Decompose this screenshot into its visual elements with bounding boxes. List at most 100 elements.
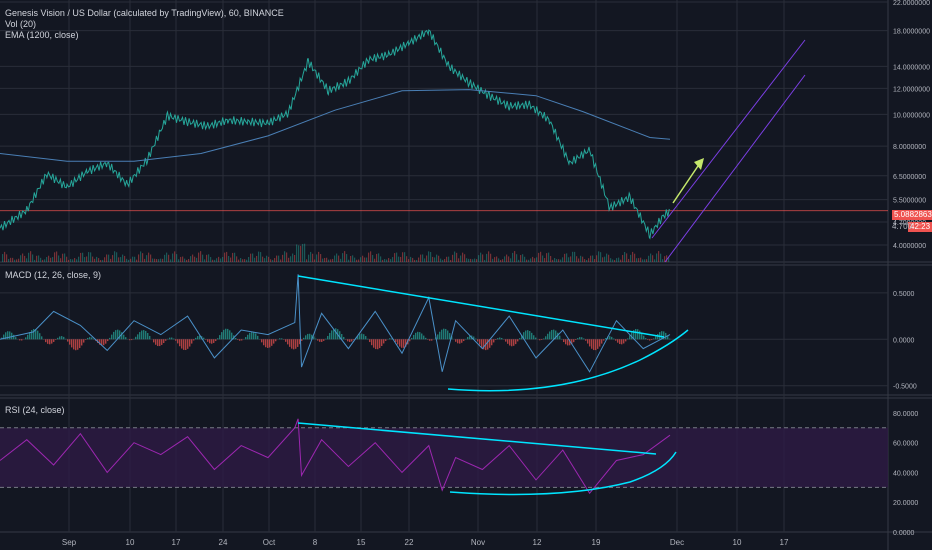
macd-histogram-bar <box>409 339 411 342</box>
volume-bar <box>502 259 504 262</box>
macd-histogram-bar <box>629 335 631 340</box>
volume-bar <box>154 258 156 262</box>
volume-bar <box>74 258 76 262</box>
rsi-line <box>0 418 671 495</box>
volume-bar <box>108 254 110 262</box>
macd-histogram-bar <box>267 339 269 348</box>
volume-legend[interactable]: Vol (20) <box>5 19 37 29</box>
macd-histogram-bar <box>551 329 553 340</box>
volume-bar <box>516 254 518 262</box>
volume-bar <box>106 254 108 262</box>
volume-bar <box>592 255 594 262</box>
macd-histogram-bar <box>177 339 179 344</box>
volume-bar <box>314 259 316 262</box>
macd-histogram-bar <box>307 333 309 340</box>
macd-histogram-bar <box>419 332 421 340</box>
macd-histogram-bar <box>455 339 457 342</box>
macd-histogram-bar <box>621 339 623 345</box>
macd-histogram-bar <box>113 331 115 340</box>
macd-histogram-bar <box>69 339 71 345</box>
macd-histogram-bar <box>545 336 547 340</box>
volume-bar <box>468 258 470 262</box>
macd-histogram-bar <box>351 339 353 342</box>
macd-histogram-bar <box>653 338 655 340</box>
macd-histogram-bar <box>383 339 385 344</box>
macd-histogram-bar <box>421 333 423 340</box>
macd-histogram-bar <box>235 337 237 340</box>
macd-histogram-bar <box>613 338 615 340</box>
volume-bar <box>312 253 314 262</box>
volume-bar <box>232 252 234 262</box>
macd-histogram-bar <box>287 339 289 345</box>
volume-bar <box>10 257 12 262</box>
volume-bar <box>428 251 430 262</box>
macd-histogram-bar <box>21 339 23 341</box>
volume-bar <box>430 252 432 262</box>
volume-bars <box>2 243 670 262</box>
volume-bar <box>528 259 530 262</box>
macd-histogram-bar <box>137 334 139 340</box>
last-price-tag: 5.08828632 <box>892 210 932 220</box>
volume-bar <box>494 257 496 262</box>
macd-histogram-bar <box>581 337 583 340</box>
volume-bar <box>188 259 190 262</box>
macd-histogram-bar <box>313 336 315 340</box>
macd-histogram-bar <box>219 335 221 340</box>
x-tick-label: 19 <box>592 538 601 547</box>
macd-histogram-bar <box>591 339 593 349</box>
macd-histogram-bar <box>295 339 297 349</box>
volume-bar <box>244 259 246 262</box>
drawing-annotations[interactable] <box>297 39 806 496</box>
volume-bar <box>166 252 168 262</box>
volume-bar <box>448 256 450 262</box>
volume-bar <box>260 252 262 262</box>
volume-bar <box>628 258 630 262</box>
volume-bar <box>42 259 44 262</box>
macd-histogram-bar <box>603 339 605 341</box>
macd-histogram-bar <box>311 334 313 340</box>
volume-bar <box>406 256 408 262</box>
volume-bar <box>292 253 294 262</box>
volume-bar <box>558 259 560 262</box>
macd-histogram-bar <box>187 339 189 349</box>
volume-bar <box>186 259 188 262</box>
symbol-title[interactable]: Genesis Vision / US Dollar (calculated b… <box>5 8 284 18</box>
macd-histogram-bar <box>379 339 381 349</box>
macd-histogram-bar <box>89 337 91 340</box>
rsi-legend[interactable]: RSI (24, close) <box>5 405 65 416</box>
rsi-title[interactable]: RSI (24, close) <box>5 405 65 415</box>
macd-histogram-bar <box>651 339 653 341</box>
volume-bar <box>352 255 354 262</box>
volume-bar <box>636 258 638 262</box>
macd-histogram-bar <box>563 339 565 343</box>
partial-price-label: 4.700 <box>892 222 913 231</box>
volume-bar <box>532 256 534 262</box>
ema-legend[interactable]: EMA (1200, close) <box>5 30 79 40</box>
volume-bar <box>168 254 170 262</box>
macd-histogram-bar <box>381 339 383 347</box>
macd-histogram-bar <box>567 339 569 346</box>
macd-histogram-bar <box>109 337 111 340</box>
macd-histogram-bar <box>405 339 407 347</box>
macd-histogram-bar <box>527 330 529 340</box>
volume-bar <box>534 258 536 262</box>
volume-bar <box>454 251 456 262</box>
volume-bar <box>92 256 94 262</box>
volume-bar <box>540 251 542 262</box>
volume-bar <box>424 258 426 262</box>
volume-bar <box>388 258 390 262</box>
volume-bar <box>308 254 310 262</box>
macd-histogram-bar <box>667 335 669 340</box>
macd-histogram-bar <box>237 339 239 340</box>
macd-histogram-bar <box>191 339 193 344</box>
price-legend[interactable]: Genesis Vision / US Dollar (calculated b… <box>5 8 284 41</box>
volume-bar <box>566 253 568 262</box>
price-tick-label: 22.0000000 <box>893 0 930 7</box>
volume-bar <box>296 244 298 262</box>
macd-histogram-bar <box>57 337 59 340</box>
macd-histogram-bar <box>207 339 209 342</box>
macd-title[interactable]: MACD (12, 26, close, 9) <box>5 270 102 280</box>
macd-histogram-bar <box>489 339 491 348</box>
macd-legend[interactable]: MACD (12, 26, close, 9) <box>5 270 101 281</box>
volume-bar <box>476 259 478 262</box>
